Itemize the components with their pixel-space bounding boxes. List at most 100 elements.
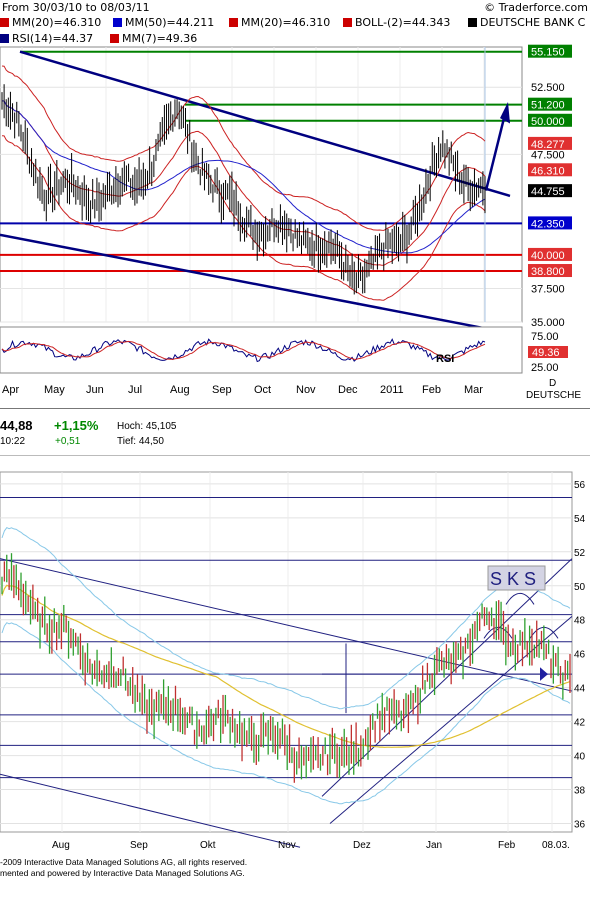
month-axis: Apr May Jun Jul Aug Sep Oct Nov Dec 2011 Feb Mar bbox=[2, 384, 483, 396]
month-label: Apr bbox=[2, 384, 19, 396]
level-box bbox=[528, 247, 572, 261]
bollinger-lower bbox=[1, 135, 486, 301]
bollinger-upper-2 bbox=[1, 526, 571, 710]
rsi-tick: 25.00 bbox=[531, 362, 559, 374]
y-tick: 36 bbox=[574, 820, 586, 831]
level-box bbox=[528, 216, 572, 230]
trend-line-bottom bbox=[0, 773, 301, 848]
moving-average-50 bbox=[1, 100, 486, 254]
y-tick: 38 bbox=[574, 786, 586, 797]
month-label: May bbox=[44, 384, 65, 396]
right-label: DEUTSCHE bbox=[526, 390, 581, 401]
month-label: Dec bbox=[338, 384, 358, 396]
legend-item: DEUTSCHE BANK C bbox=[468, 16, 585, 29]
trend-line-top bbox=[0, 558, 573, 692]
price-axis: 52.500 47.500 37.500 35.000 bbox=[531, 82, 565, 329]
price-chart-2: 56 54 52 50 48 46 44 42 40 38 36 S K S Aug Sep Okt No… bbox=[0, 471, 586, 878]
level-label: 44.755 bbox=[531, 186, 565, 198]
rsi-value: 49.36 bbox=[532, 347, 560, 359]
level-label: 42.350 bbox=[531, 218, 565, 230]
rsi-ma-line bbox=[1, 340, 486, 360]
legend-item: MM(7)=49.36 bbox=[110, 32, 197, 45]
legend-swatch bbox=[343, 18, 352, 27]
y-tick: 42 bbox=[574, 718, 586, 729]
legend-swatch bbox=[0, 34, 9, 43]
level-label: 38.800 bbox=[531, 266, 565, 278]
month-label: Feb bbox=[422, 384, 441, 396]
month-label: Dez bbox=[353, 840, 371, 851]
legend-swatch bbox=[0, 18, 9, 27]
price-series-2 bbox=[1, 526, 571, 805]
footer-powered: mented and powered by Interactive Data M… bbox=[0, 868, 245, 878]
legend-swatch bbox=[113, 18, 122, 27]
month-label: Nov bbox=[278, 840, 296, 851]
divider bbox=[0, 455, 590, 456]
rsi-tick: 75.00 bbox=[531, 331, 559, 343]
level-box bbox=[528, 163, 572, 177]
level-label: 55.150 bbox=[531, 47, 565, 59]
trend-channel-bottom bbox=[0, 233, 495, 330]
right-label: D bbox=[549, 378, 556, 389]
quote-time: 10:22 bbox=[0, 436, 26, 447]
price-tick: 35.000 bbox=[531, 317, 565, 329]
month-label: Jun bbox=[86, 384, 104, 396]
change-absolute: +0,51 bbox=[55, 436, 81, 447]
last-price: 44,88 bbox=[0, 418, 33, 433]
legend-swatch bbox=[468, 18, 477, 27]
month-label: Jan bbox=[426, 840, 442, 851]
legend-item: MM(50)=44.211 bbox=[113, 16, 214, 29]
month-label: 2011 bbox=[380, 384, 404, 396]
y-tick: 48 bbox=[574, 616, 586, 627]
change-percent: +1,15% bbox=[54, 418, 99, 433]
month-label: Okt bbox=[200, 840, 216, 851]
level-boxes: 55.150 51.200 50.000 48.277 46.310 44.755 42.3… bbox=[528, 44, 572, 278]
legend-item: RSI(14)=44.37 bbox=[0, 32, 93, 45]
level-label: 50.000 bbox=[531, 116, 565, 128]
level-label: 51.200 bbox=[531, 100, 565, 112]
month-label: Nov bbox=[296, 384, 316, 396]
bollinger-lower-2 bbox=[1, 622, 571, 805]
month-axis-2: Aug Sep Okt Nov Dez Jan Feb 08.03. bbox=[52, 840, 570, 851]
rsi-line bbox=[1, 338, 486, 363]
y-tick: 54 bbox=[574, 514, 586, 525]
level-box bbox=[528, 113, 572, 127]
shoulder-arc bbox=[505, 592, 535, 605]
month-label: Mar bbox=[464, 384, 483, 396]
target-arrow bbox=[484, 113, 507, 191]
price-tick: 52.500 bbox=[531, 82, 565, 94]
level-box bbox=[528, 97, 572, 111]
neckline-arrow bbox=[540, 667, 548, 681]
legend-swatch bbox=[229, 18, 238, 27]
price-tick: 47.500 bbox=[531, 149, 565, 161]
month-label: Feb bbox=[498, 840, 516, 851]
annotation-text: S K S bbox=[490, 569, 536, 589]
y-tick: 52 bbox=[574, 548, 586, 559]
target-arrow-head bbox=[500, 102, 510, 124]
day-low: Tief: 44,50 bbox=[117, 436, 164, 447]
month-label: Oct bbox=[254, 384, 271, 396]
legend-item: BOLL-(2)=44.343 bbox=[343, 16, 450, 29]
copyright: © Traderforce.com bbox=[484, 1, 588, 14]
y-tick: 50 bbox=[574, 582, 586, 593]
moving-average-200 bbox=[1, 584, 571, 748]
plot-frame bbox=[0, 46, 523, 323]
level-box bbox=[528, 44, 572, 58]
price-chart: 52.500 47.500 37.500 35.000 55.150 51.200 50.… bbox=[0, 44, 572, 330]
annotation-box bbox=[487, 565, 546, 591]
y-tick: 40 bbox=[574, 752, 586, 763]
level-box bbox=[528, 184, 572, 198]
divider bbox=[0, 408, 590, 409]
level-label: 40.000 bbox=[531, 250, 565, 262]
price-series bbox=[1, 65, 486, 301]
date-range: From 30/03/10 to 08/03/11 bbox=[2, 1, 150, 14]
level-box bbox=[528, 136, 572, 150]
legend-swatch bbox=[110, 34, 119, 43]
rsi-label: RSI bbox=[436, 353, 454, 365]
level-label: 46.310 bbox=[531, 165, 565, 177]
month-label: Sep bbox=[130, 840, 148, 851]
rsi-frame bbox=[0, 326, 523, 374]
month-label: Aug bbox=[52, 840, 70, 851]
day-high: Hoch: 45,105 bbox=[117, 421, 177, 432]
plot-frame-2 bbox=[0, 471, 573, 833]
rsi-panel: RSI 75.00 25.00 49.36 Apr May Jun Jul Aug Sep… bbox=[0, 326, 581, 401]
